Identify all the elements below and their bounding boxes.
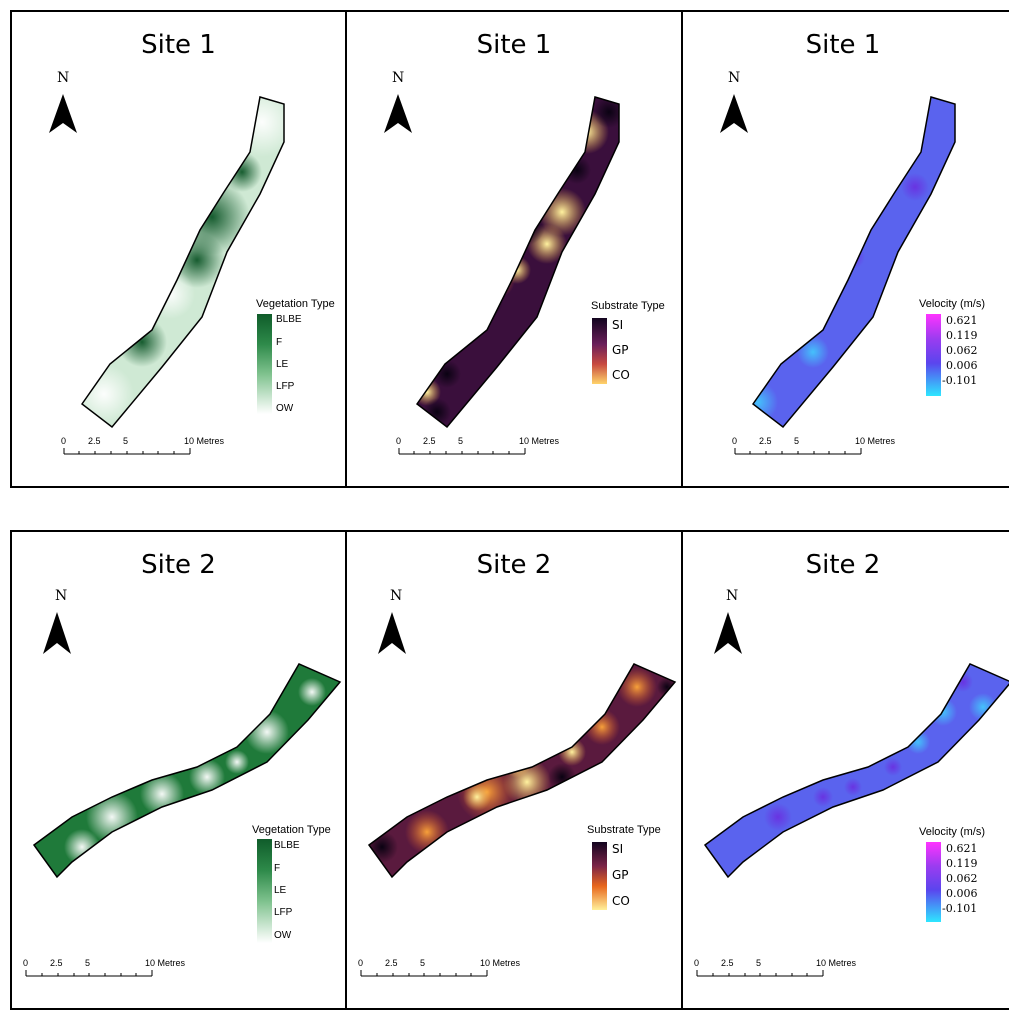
scale-label: 0: [396, 436, 402, 446]
scale-label: 10 Metres: [519, 436, 560, 446]
legend-item: BLBE: [276, 314, 302, 325]
legend-item: 0.621: [946, 842, 978, 855]
scale-label: 0: [61, 436, 67, 446]
scale-label: 2.5: [88, 436, 101, 446]
north-label: N: [55, 588, 68, 604]
scale-label: 0: [358, 958, 364, 968]
legend-item: CO: [612, 368, 630, 382]
panel-title: Site 2: [476, 550, 552, 580]
legend-title: Substrate Type: [587, 824, 661, 836]
scale-label: 10 Metres: [184, 436, 225, 446]
legend-title: Vegetation Type: [252, 824, 331, 836]
legend-ramp: [257, 839, 272, 943]
legend-item: 0.621: [946, 314, 978, 327]
north-arrow-icon: [720, 94, 748, 133]
legend-ramp: [592, 318, 607, 384]
legend-item: 0.119: [946, 329, 978, 342]
map-panel-site1-vegetation: Site 1 N Vegetation Type: [10, 10, 347, 488]
legend-title: Velocity (m/s): [919, 298, 986, 310]
legend-item: OW: [274, 930, 292, 941]
north-label: N: [726, 588, 739, 604]
legend-item: LE: [274, 885, 287, 896]
panel-title: Site 2: [805, 550, 881, 580]
river-reach-substrate: [367, 663, 677, 879]
map-panel-site2-vegetation: Site 2 N Vegetation Type: [10, 530, 347, 1010]
legend-item: SI: [612, 842, 624, 856]
legend-item: LFP: [276, 381, 295, 392]
scale-label: 2.5: [721, 958, 734, 968]
scale-label: 0: [694, 958, 700, 968]
panel-title: Site 1: [141, 30, 216, 60]
map-panel-site1-velocity: Site 1 N Velocity (m/s) 0.621 0.119 0.06…: [681, 10, 1009, 488]
river-reach-velocity: [751, 96, 956, 429]
map-panel-site2-substrate: Site 2 N: [345, 530, 683, 1010]
panel-title: Site 1: [476, 30, 552, 60]
north-label: N: [392, 70, 405, 86]
scale-label: 2.5: [423, 436, 436, 446]
legend-item: 0.119: [946, 857, 978, 870]
scale-label: 5: [420, 958, 426, 968]
legend-ramp: [926, 842, 941, 922]
scale-label: 5: [794, 436, 800, 446]
legend-item: -0.101: [942, 902, 978, 915]
scale-label: 10 Metres: [855, 436, 896, 446]
legend-item: 0.006: [946, 887, 978, 900]
river-reach-vegetation: [32, 663, 342, 879]
legend-title: Velocity (m/s): [919, 826, 986, 838]
legend-ramp: [926, 314, 941, 396]
panel-title: Site 1: [805, 30, 881, 60]
north-arrow-icon: [378, 612, 406, 654]
north-label: N: [57, 70, 70, 86]
legend-item: CO: [612, 894, 630, 908]
scale-label: 0: [23, 958, 29, 968]
scale-bar: [398, 448, 526, 455]
legend-item: 0.006: [946, 359, 978, 372]
legend-ramp: [592, 842, 607, 910]
panel-title: Site 2: [141, 550, 216, 580]
legend-item: BLBE: [274, 840, 300, 851]
legend-item: F: [276, 337, 283, 348]
scale-label: 10 Metres: [816, 958, 857, 968]
scale-label: 2.5: [759, 436, 772, 446]
north-arrow-icon: [43, 612, 71, 654]
north-label: N: [728, 70, 741, 86]
scale-label: 10 Metres: [145, 958, 186, 968]
legend-item: F: [274, 863, 281, 874]
scale-label: 5: [85, 958, 91, 968]
legend-item: OW: [276, 403, 294, 414]
legend-title: Vegetation Type: [256, 298, 335, 310]
legend-item: GP: [612, 868, 629, 882]
scale-label: 2.5: [385, 958, 398, 968]
legend-item: LE: [276, 359, 289, 370]
scale-bar: [25, 970, 153, 977]
scale-bar: [360, 970, 488, 977]
scale-label: 2.5: [50, 958, 63, 968]
scale-label: 10 Metres: [480, 958, 521, 968]
scale-bar: [734, 448, 862, 455]
legend-ramp: [257, 314, 272, 414]
scale-label: 0: [732, 436, 738, 446]
legend-title: Substrate Type: [591, 300, 665, 312]
legend-item: SI: [612, 318, 624, 332]
scale-label: 5: [756, 958, 762, 968]
map-panel-site2-velocity: Site 2 N Velocity: [681, 530, 1009, 1010]
scale-label: 5: [123, 436, 129, 446]
north-arrow-icon: [714, 612, 742, 654]
scale-bar: [696, 970, 824, 977]
legend-item: 0.062: [946, 872, 978, 885]
scale-label: 5: [458, 436, 464, 446]
legend-item: GP: [612, 343, 629, 357]
north-arrow-icon: [49, 94, 77, 133]
north-label: N: [390, 588, 403, 604]
scale-bar: [63, 448, 191, 455]
map-panel-site1-substrate: Site 1 N: [345, 10, 683, 488]
legend-item: LFP: [274, 907, 293, 918]
north-arrow-icon: [384, 94, 412, 133]
legend-item: 0.062: [946, 344, 978, 357]
legend-item: -0.101: [942, 374, 978, 387]
